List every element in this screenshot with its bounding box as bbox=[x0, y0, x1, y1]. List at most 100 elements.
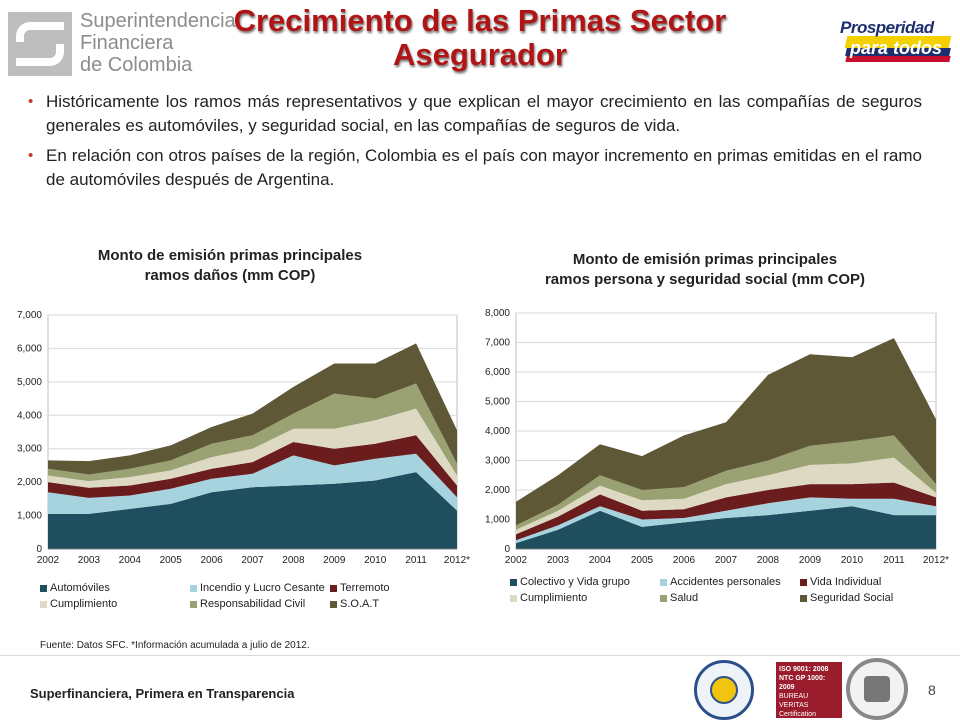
y-tick-label: 6,000 bbox=[485, 367, 510, 378]
y-tick-label: 6,000 bbox=[17, 343, 42, 354]
sfc-logo-line-1: Superintendencia bbox=[80, 10, 236, 32]
y-tick-label: 0 bbox=[504, 544, 510, 555]
bullet-item: • En relación con otros países de la reg… bbox=[26, 144, 922, 192]
y-tick-label: 1,000 bbox=[17, 511, 42, 522]
legend-swatch bbox=[330, 584, 337, 592]
y-tick-label: 8,000 bbox=[485, 308, 510, 319]
slogan-line-1: Prosperidad bbox=[840, 18, 934, 37]
x-tick-label: 2002 bbox=[505, 555, 528, 566]
legend-swatch bbox=[510, 578, 517, 586]
legend-swatch bbox=[190, 584, 197, 592]
x-tick-label: 2006 bbox=[200, 555, 223, 566]
y-tick-label: 0 bbox=[36, 544, 42, 555]
x-tick-label: 2004 bbox=[589, 555, 612, 566]
area-series-0 bbox=[516, 506, 936, 549]
bullet-item: • Históricamente los ramos más represent… bbox=[26, 90, 922, 138]
sfc-logo: Superintendencia Financiera de Colombia bbox=[8, 8, 236, 78]
bullet-dot-icon: • bbox=[28, 93, 34, 110]
y-tick-label: 5,000 bbox=[485, 397, 510, 408]
legend-swatch bbox=[40, 600, 47, 608]
quality-seal-icon bbox=[694, 660, 754, 720]
legend-item: Salud bbox=[660, 592, 698, 604]
x-tick-label: 2005 bbox=[160, 555, 183, 566]
bureau-veritas-seal-icon bbox=[846, 658, 908, 720]
slogan-line-2: para todos bbox=[850, 38, 943, 58]
bullet-list: • Históricamente los ramos más represent… bbox=[26, 90, 922, 198]
sfc-logo-line-2: Financiera bbox=[80, 32, 174, 54]
area-series-2 bbox=[516, 482, 936, 541]
legend-swatch bbox=[660, 578, 667, 586]
legend-label: Vida Individual bbox=[810, 576, 882, 589]
y-tick-label: 3,000 bbox=[485, 456, 510, 467]
legend-left: Automóviles Incendio y Lucro Cesante Terre… bbox=[40, 582, 460, 618]
y-tick-label: 1,000 bbox=[485, 515, 510, 526]
legend-item: S.O.A.T bbox=[330, 598, 379, 610]
legend-item: Colectivo y Vida grupo bbox=[510, 576, 630, 588]
area-series-1 bbox=[48, 453, 457, 514]
x-tick-label: 2008 bbox=[757, 555, 780, 566]
legend-swatch bbox=[510, 594, 517, 602]
x-tick-label: 2004 bbox=[119, 555, 142, 566]
legend-swatch bbox=[330, 600, 337, 608]
x-tick-label: 2011 bbox=[883, 555, 905, 566]
area-series-3 bbox=[516, 457, 936, 535]
footer-divider bbox=[0, 655, 960, 656]
sfc-logo-line-3: de Colombia bbox=[80, 54, 193, 76]
iso-certification-badge: ISO 9001: 2008 NTC GP 1000: 2009 BUREAU … bbox=[776, 662, 842, 718]
area-series-5 bbox=[48, 343, 457, 475]
y-tick-label: 5,000 bbox=[17, 377, 42, 388]
x-tick-label: 2007 bbox=[241, 555, 264, 566]
legend-swatch bbox=[40, 584, 47, 592]
slide-title-line-1: Crecimiento de las Primas Sector bbox=[233, 3, 727, 38]
legend-right: Colectivo y Vida grupo Accidentes persona… bbox=[510, 576, 940, 612]
x-tick-label: 2009 bbox=[323, 555, 346, 566]
legend-label: Incendio y Lucro Cesante bbox=[200, 582, 325, 595]
y-tick-label: 7,000 bbox=[17, 310, 42, 321]
legend-item: Vida Individual bbox=[800, 576, 881, 588]
legend-item: Accidentes personales bbox=[660, 576, 781, 588]
legend-label: S.O.A.T bbox=[340, 598, 380, 611]
sfc-logo-text: Superintendencia Financiera de Colombia bbox=[80, 10, 236, 76]
iso-line-2: NTC GP 1000: 2009 bbox=[779, 675, 826, 691]
bullet-text: En relación con otros países de la regió… bbox=[46, 146, 922, 189]
legend-swatch bbox=[800, 594, 807, 602]
area-series-4 bbox=[516, 435, 936, 530]
prosperidad-logo: Prosperidad para todos bbox=[838, 12, 953, 72]
x-tick-label: 2003 bbox=[547, 555, 570, 566]
slide-title: Crecimiento de las Primas Sector Asegura… bbox=[230, 4, 730, 72]
bullet-dot-icon: • bbox=[28, 147, 34, 164]
legend-label: Terremoto bbox=[340, 582, 390, 595]
chart-title-right: Monto de emisión primas principales ramo… bbox=[470, 250, 940, 290]
chart-title-right-line-2: ramos persona y seguridad social (mm COP… bbox=[544, 271, 866, 288]
x-tick-label: 2011 bbox=[405, 555, 427, 566]
legend-label: Salud bbox=[670, 592, 699, 605]
area-series-0 bbox=[48, 472, 457, 549]
y-tick-label: 2,000 bbox=[17, 477, 42, 488]
legend-item: Automóviles bbox=[40, 582, 110, 594]
area-series-5 bbox=[516, 338, 936, 526]
x-tick-label: 2009 bbox=[799, 555, 822, 566]
y-tick-label: 7,000 bbox=[485, 338, 510, 349]
y-tick-label: 3,000 bbox=[17, 444, 42, 455]
chart-left: 0 1,000 2,000 3,000 4,000 5,000 6,000 7,000 2002… bbox=[17, 310, 470, 566]
iso-line-3: BUREAU VERITAS bbox=[779, 693, 809, 709]
legend-label: Cumplimiento bbox=[50, 598, 118, 611]
legend-item: Terremoto bbox=[330, 582, 390, 594]
area-series-3 bbox=[48, 408, 457, 488]
iso-line-1: ISO 9001: 2008 bbox=[779, 666, 829, 673]
x-tick-label: 2005 bbox=[631, 555, 654, 566]
slide-title-line-2: Asegurador bbox=[393, 37, 567, 72]
chart-title-right-line-1: Monto de emisión primas principales bbox=[572, 251, 838, 268]
y-tick-label: 2,000 bbox=[485, 485, 510, 496]
legend-item: Seguridad Social bbox=[800, 592, 893, 604]
x-tick-label: 2012* bbox=[444, 555, 470, 566]
legend-label: Accidentes personales bbox=[670, 576, 781, 589]
legend-item: Cumplimiento bbox=[40, 598, 117, 610]
legend-label: Responsabilidad Civil bbox=[200, 598, 306, 611]
chart-title-left: Monto de emisión primas principales ramo… bbox=[40, 246, 420, 286]
chart-title-left-line-1: Monto de emisión primas principales bbox=[97, 247, 363, 264]
x-tick-label: 2008 bbox=[282, 555, 305, 566]
legend-item: Responsabilidad Civil bbox=[190, 598, 305, 610]
x-tick-label: 2002 bbox=[37, 555, 60, 566]
area-series-2 bbox=[48, 435, 457, 498]
